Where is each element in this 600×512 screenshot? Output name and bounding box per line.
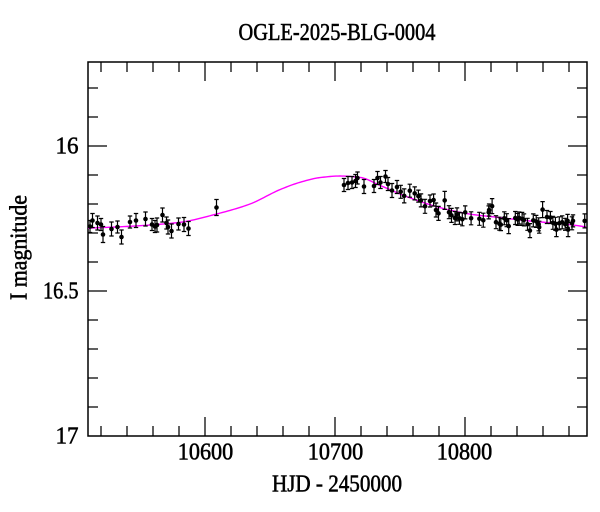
svg-text:16.5: 16.5 bbox=[43, 278, 79, 304]
svg-text:I magnitude: I magnitude bbox=[7, 195, 33, 300]
svg-text:16: 16 bbox=[56, 133, 79, 159]
svg-text:10800: 10800 bbox=[437, 440, 493, 466]
svg-text:10700: 10700 bbox=[308, 440, 364, 466]
svg-text:10600: 10600 bbox=[178, 440, 234, 466]
svg-text:OGLE-2025-BLG-0004: OGLE-2025-BLG-0004 bbox=[239, 20, 436, 46]
svg-text:HJD - 2450000: HJD - 2450000 bbox=[272, 471, 402, 497]
svg-text:17: 17 bbox=[56, 423, 79, 449]
